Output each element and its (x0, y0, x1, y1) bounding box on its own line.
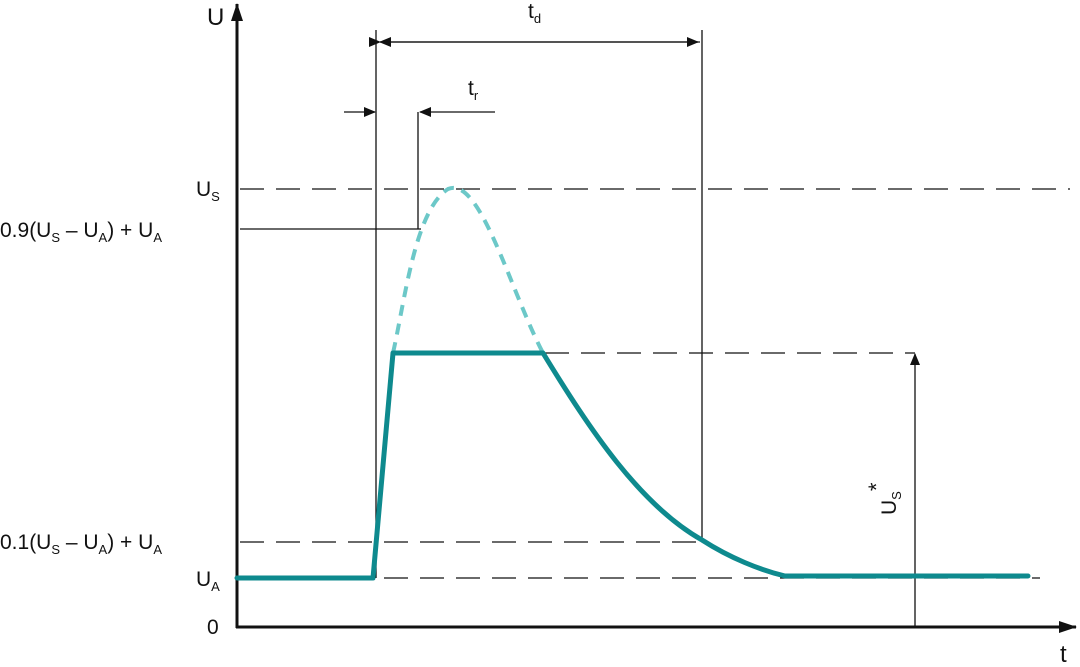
p10-label: 0.1(US – UA) + UA (0, 531, 162, 557)
y-axis-label: U (207, 4, 224, 31)
us-star-label: US* (864, 482, 904, 515)
x-axis-label: t (1060, 641, 1067, 667)
origin-label: 0 (207, 616, 219, 639)
us-label: US (196, 178, 220, 204)
ua-label: UA (196, 568, 220, 594)
overshoot-curve (391, 185, 545, 354)
p90-label: 0.9(US – UA) + UA (0, 219, 162, 245)
pulse-curve (234, 350, 1031, 581)
td-label: td (528, 0, 541, 26)
tr-label: tr (468, 77, 479, 103)
